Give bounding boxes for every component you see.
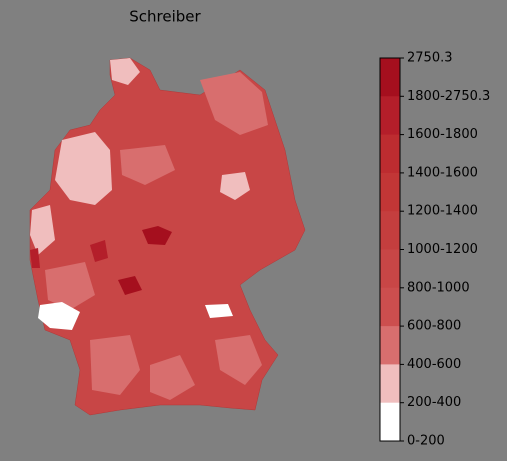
colorbar-segment [380,249,400,289]
germany-map [29,57,306,416]
colorbar-segment [380,402,400,442]
region-mid [215,335,262,385]
colorbar-segment [380,172,400,212]
region-mid [90,335,140,395]
region-light [220,172,250,200]
region-light [55,132,112,205]
region-dark [142,226,172,245]
colorbar-label: 1800-2750.3 [407,89,490,104]
region-light [30,205,55,255]
colorbar-label: 1400-1600 [407,165,478,180]
colorbar-label: 1200-1400 [407,204,478,219]
colorbar-label: 0-200 [407,434,445,449]
region-mid [45,262,95,310]
region-mid [200,72,268,135]
colorbar-label: 800-1000 [407,280,470,295]
colorbar-label: 2750.3 [407,51,453,66]
region-mid [120,145,175,185]
colorbar-segment [380,364,400,404]
region-dark [30,248,40,268]
colorbar-segment [380,58,400,97]
region-dark [90,240,108,262]
colorbar-segment [380,211,400,250]
colorbar-label: 200-400 [407,395,461,410]
map-title: Schreiber [129,8,201,26]
colorbar-segment [380,96,400,136]
region-white [38,302,80,330]
region-mid [150,355,195,400]
colorbar-label: 1000-1200 [407,242,478,257]
colorbar: 2750.3 1800-2750.3 1600-1800 1400-1600 1200-… [379,51,490,449]
colorbar-segment [380,134,400,174]
colorbar-label: 400-600 [407,357,461,372]
colorbar-segment [380,326,400,365]
colorbar-segment [380,287,400,327]
region-dark [118,276,142,295]
region-light [110,58,140,85]
colorbar-label: 1600-1800 [407,127,478,142]
region-white [205,304,233,318]
colorbar-label: 600-800 [407,319,461,334]
